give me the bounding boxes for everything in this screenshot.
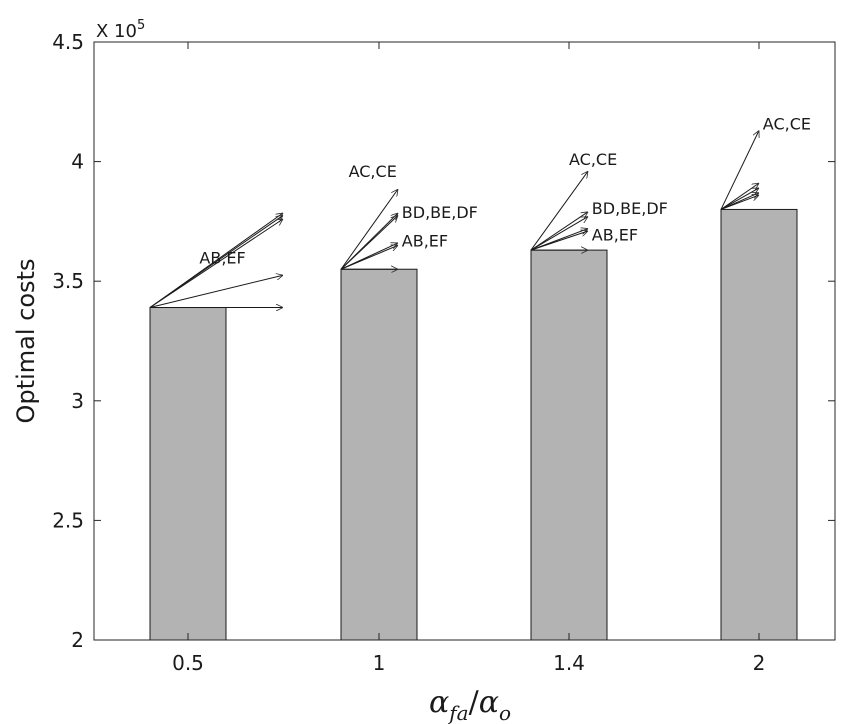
bar-0.5: [149, 307, 227, 641]
annotation-label: AB,EF: [402, 232, 448, 251]
y-tick-label: 2.5: [52, 508, 84, 532]
annotation-label: AC,CE: [569, 150, 617, 169]
x-tick-label: 1: [373, 651, 386, 675]
bar-2: [720, 208, 798, 641]
annotation-label: AB,EF: [199, 248, 245, 267]
y-axis-ticks: 2 2.5 3 3.5 4 4.5: [52, 30, 835, 652]
annotation-arrow: [340, 189, 398, 270]
y-tick-label: 3.5: [52, 269, 84, 293]
arrow-annotations: AB,EF AC,CE BD,BE,DF AB,EF AC,CE BD,BE,DF AB,E…: [149, 114, 811, 308]
y-tick-label: 4: [71, 150, 84, 174]
annotation-arrow: [530, 231, 588, 251]
x-tick-label: 2: [753, 651, 766, 675]
bar-1.4: [530, 249, 608, 641]
annotation-arrow: [530, 212, 588, 251]
annotation-arrow: [530, 171, 588, 251]
annotation-label: AC,CE: [349, 162, 397, 181]
annotation-label: AC,CE: [763, 114, 811, 133]
annotation-arrow: [720, 195, 759, 210]
annotation-arrow: [720, 131, 759, 210]
annotation-arrow: [340, 215, 398, 270]
y-tick-label: 4.5: [52, 30, 84, 54]
y-tick-label: 2: [71, 628, 84, 652]
annotation-label: BD,BE,DF: [592, 199, 668, 218]
y-tick-label: 3: [71, 389, 84, 413]
x-tick-label: 0.5: [172, 651, 204, 675]
annotation-label: BD,BE,DF: [402, 203, 478, 222]
bars-group: [94, 208, 835, 641]
annotation-arrow: [530, 217, 588, 251]
annotation-arrow: [149, 275, 283, 308]
y-axis-label: Optimal costs: [12, 259, 40, 424]
annotation-arrow: [720, 183, 759, 210]
annotation-label: AB,EF: [592, 226, 638, 245]
bar-1: [340, 268, 418, 641]
x-tick-label: 1.4: [553, 651, 585, 675]
annotation-arrow: [340, 245, 398, 270]
x-axis-label: αfa/αo: [429, 685, 511, 724]
y-exponent-label: X 105: [96, 18, 145, 42]
x-axis-ticks: 0.5 1 1.4 2: [172, 42, 765, 675]
annotation-arrow: [720, 188, 759, 210]
annotation-arrow: [149, 219, 283, 308]
